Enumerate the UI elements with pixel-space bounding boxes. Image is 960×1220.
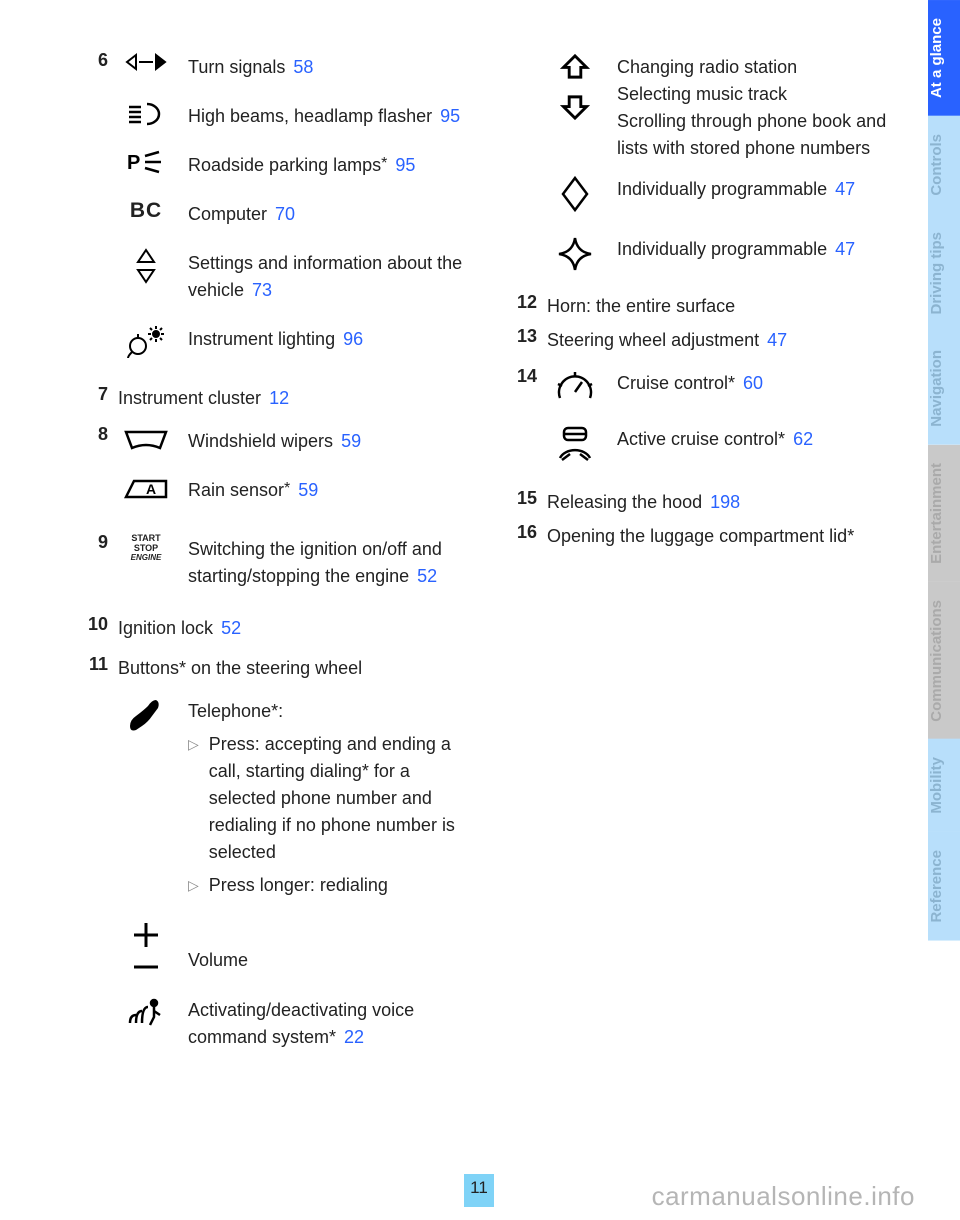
page-ref[interactable]: 60 xyxy=(743,373,763,393)
right-column: Changing radio station Selecting music t… xyxy=(509,50,908,1220)
page-content: 6 Turn signals58 xyxy=(0,0,928,1220)
telephone-icon xyxy=(118,694,174,736)
item-text: Turn signals58 xyxy=(188,50,479,81)
item-text: Settings and information about the vehic… xyxy=(188,246,479,304)
tab-entertainment[interactable]: Entertainment xyxy=(928,445,960,582)
page-ref[interactable]: 95 xyxy=(395,155,415,175)
item-text: Releasing the hood198 xyxy=(547,488,908,516)
turn-signals-icon xyxy=(118,50,174,72)
page-ref[interactable]: 12 xyxy=(269,388,289,408)
page-ref[interactable]: 59 xyxy=(298,480,318,500)
watermark: carmanualsonline.info xyxy=(652,1181,915,1212)
page-ref[interactable]: 62 xyxy=(793,429,813,449)
item-text: Switching the ignition on/off and starti… xyxy=(188,532,479,590)
item-text: Computer70 xyxy=(188,197,479,228)
page-ref[interactable]: 52 xyxy=(417,566,437,586)
bullet-icon: ▷ xyxy=(188,731,199,866)
item-text: Activating/deactivating voice command sy… xyxy=(188,993,479,1051)
item-text: Horn: the entire surface xyxy=(547,292,908,320)
item-text: Instrument cluster12 xyxy=(118,384,479,412)
page-ref[interactable]: 96 xyxy=(343,329,363,349)
parking-lamps-icon: P xyxy=(118,148,174,174)
item-number: 11 xyxy=(80,654,108,675)
item-text: Telephone*: ▷Press: accepting and ending… xyxy=(188,694,479,899)
left-column: 6 Turn signals58 xyxy=(80,50,479,1220)
item-text: Windshield wipers59 xyxy=(188,424,479,455)
item-number: 7 xyxy=(80,384,108,405)
item-text: Individually programmable47 xyxy=(617,172,908,203)
tab-mobility[interactable]: Mobility xyxy=(928,739,960,832)
item-text: Buttons* on the steering wheel xyxy=(118,654,479,682)
item-text: Rain sensor*59 xyxy=(188,473,479,504)
up-arrow-icon xyxy=(547,50,603,122)
page-ref[interactable]: 47 xyxy=(835,239,855,259)
wipers-icon xyxy=(118,424,174,454)
page-ref[interactable]: 198 xyxy=(710,492,740,512)
item-text: Ignition lock52 xyxy=(118,614,479,642)
computer-icon: BC xyxy=(118,197,174,223)
tab-driving-tips[interactable]: Driving tips xyxy=(928,214,960,333)
page-ref[interactable]: 59 xyxy=(341,431,361,451)
start-stop-icon: STARTSTOPENGINE xyxy=(118,532,174,563)
active-cruise-icon xyxy=(547,422,603,464)
star-diamond-icon xyxy=(547,232,603,274)
item-text: Changing radio station Selecting music t… xyxy=(617,50,908,162)
settings-icon xyxy=(118,246,174,284)
tab-reference[interactable]: Reference xyxy=(928,832,960,941)
svg-text:P: P xyxy=(127,152,140,174)
diamond-icon xyxy=(547,172,603,214)
instrument-lighting-icon xyxy=(118,322,174,360)
volume-icon xyxy=(118,917,174,975)
item-number: 13 xyxy=(509,326,537,347)
page-ref[interactable]: 47 xyxy=(835,179,855,199)
voice-icon xyxy=(118,993,174,1031)
item-text: Cruise control*60 xyxy=(617,366,908,397)
page-ref[interactable]: 70 xyxy=(275,204,295,224)
page-ref[interactable]: 58 xyxy=(293,57,313,77)
item-number: 10 xyxy=(80,614,108,635)
item-number: 6 xyxy=(80,50,108,71)
page-ref[interactable]: 47 xyxy=(767,330,787,350)
page-ref[interactable]: 95 xyxy=(440,106,460,126)
item-text: Roadside parking lamps*95 xyxy=(188,148,479,179)
high-beams-icon xyxy=(118,99,174,127)
item-text: Opening the luggage compartment lid* xyxy=(547,522,908,550)
cruise-control-icon xyxy=(547,366,603,404)
rain-sensor-icon: A xyxy=(118,473,174,503)
svg-text:A: A xyxy=(146,481,156,497)
item-number: 12 xyxy=(509,292,537,313)
section-tabs: At a glance Controls Driving tips Naviga… xyxy=(928,0,960,1220)
item-number: 15 xyxy=(509,488,537,509)
tab-controls[interactable]: Controls xyxy=(928,116,960,214)
item-text: Volume xyxy=(188,917,479,974)
item-number: 14 xyxy=(509,366,537,387)
item-text: Individually programmable47 xyxy=(617,232,908,263)
page-ref[interactable]: 73 xyxy=(252,280,272,300)
page-ref[interactable]: 22 xyxy=(344,1027,364,1047)
item-number: 16 xyxy=(509,522,537,543)
item-text: Steering wheel adjustment47 xyxy=(547,326,908,354)
item-number: 8 xyxy=(80,424,108,445)
tab-at-a-glance[interactable]: At a glance xyxy=(928,0,960,116)
item-text: Active cruise control*62 xyxy=(617,422,908,453)
page-ref[interactable]: 52 xyxy=(221,618,241,638)
bullet-icon: ▷ xyxy=(188,872,199,899)
item-text: High beams, headlamp flasher95 xyxy=(188,99,479,130)
item-text: Instrument lighting96 xyxy=(188,322,479,353)
tab-navigation[interactable]: Navigation xyxy=(928,332,960,445)
tab-communications[interactable]: Communications xyxy=(928,582,960,740)
item-number: 9 xyxy=(80,532,108,553)
